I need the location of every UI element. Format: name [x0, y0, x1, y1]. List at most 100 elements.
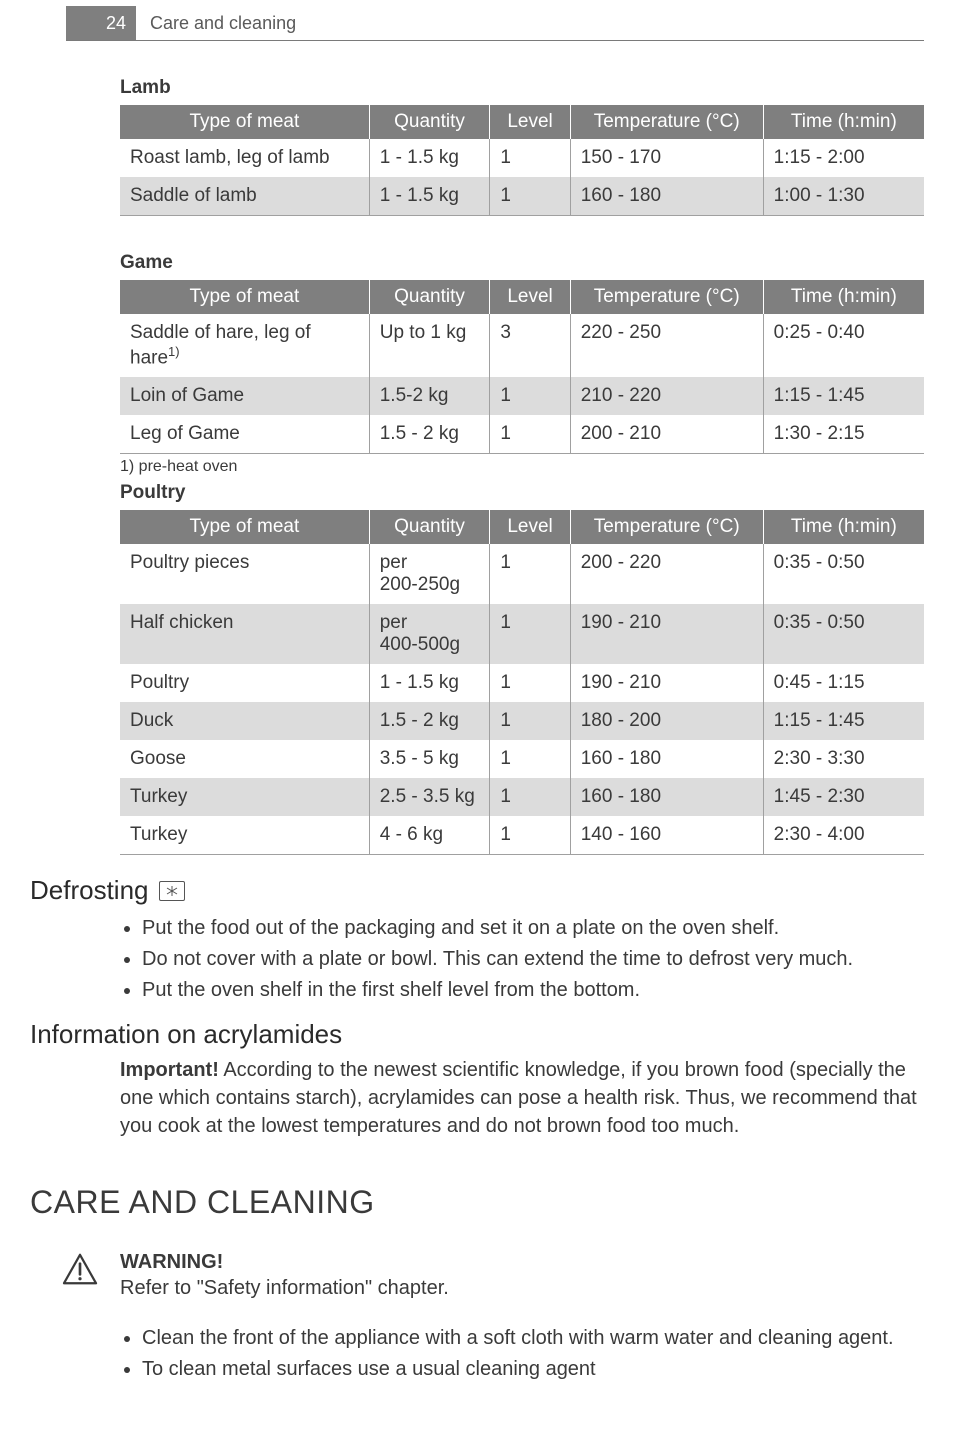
col-temp: Temperature (°C): [570, 280, 763, 314]
table-cell: Saddle of hare, leg of hare1): [120, 314, 369, 377]
defrosting-bullets: Put the food out of the packaging and se…: [142, 914, 924, 1005]
page-number: 24: [66, 6, 136, 40]
lamb-label: Lamb: [120, 77, 924, 99]
table-cell: 0:45 - 1:15: [763, 664, 924, 702]
table-cell: 190 - 210: [570, 604, 763, 664]
acrylamides-body: According to the newest scientific knowl…: [120, 1059, 917, 1137]
table-cell: Roast lamb, leg of lamb: [120, 139, 369, 177]
table-row: Duck1.5 - 2 kg1180 - 2001:15 - 1:45: [120, 702, 924, 740]
game-footnote: 1) pre-heat oven: [120, 458, 924, 476]
lamb-table: Type of meat Quantity Level Temperature …: [120, 105, 924, 216]
table-cell: Loin of Game: [120, 377, 369, 415]
table-row: Leg of Game1.5 - 2 kg1200 - 2101:30 - 2:…: [120, 415, 924, 454]
table-cell: 1:45 - 2:30: [763, 778, 924, 816]
table-cell: 1:15 - 1:45: [763, 702, 924, 740]
table-cell: 150 - 170: [570, 139, 763, 177]
table-cell: Goose: [120, 740, 369, 778]
col-qty: Quantity: [369, 510, 490, 544]
table-cell: 0:35 - 0:50: [763, 544, 924, 604]
care-heading: CARE AND CLEANING: [30, 1184, 924, 1221]
table-row: Saddle of hare, leg of hare1)Up to 1 kg3…: [120, 314, 924, 377]
table-cell: 3: [490, 314, 570, 377]
table-cell: 1:30 - 2:15: [763, 415, 924, 454]
page-header: 24 Care and cleaning: [0, 6, 954, 40]
table-cell: per400-500g: [369, 604, 490, 664]
table-cell: 1 - 1.5 kg: [369, 139, 490, 177]
table-cell: 2:30 - 3:30: [763, 740, 924, 778]
table-cell: 1: [490, 740, 570, 778]
table-cell: 2.5 - 3.5 kg: [369, 778, 490, 816]
table-cell: Half chicken: [120, 604, 369, 664]
col-lvl: Level: [490, 105, 570, 139]
list-item: Clean the front of the appliance with a …: [142, 1324, 924, 1353]
header-rule: [66, 40, 924, 41]
table-row: Loin of Game1.5-2 kg1210 - 2201:15 - 1:4…: [120, 377, 924, 415]
table-cell: Turkey: [120, 778, 369, 816]
table-row: Turkey4 - 6 kg1140 - 1602:30 - 4:00: [120, 816, 924, 855]
table-cell: 160 - 180: [570, 177, 763, 216]
table-cell: 1: [490, 415, 570, 454]
acrylamides-text: Important! According to the newest scien…: [120, 1056, 924, 1140]
defrosting-heading: Defrosting: [30, 875, 149, 906]
table-cell: Poultry pieces: [120, 544, 369, 604]
game-label: Game: [120, 252, 924, 274]
table-cell: 160 - 180: [570, 778, 763, 816]
list-item: Do not cover with a plate or bowl. This …: [142, 945, 924, 974]
col-type: Type of meat: [120, 105, 369, 139]
list-item: Put the food out of the packaging and se…: [142, 914, 924, 943]
table-cell: 4 - 6 kg: [369, 816, 490, 855]
col-qty: Quantity: [369, 105, 490, 139]
table-cell: 1: [490, 816, 570, 855]
table-cell: 0:25 - 0:40: [763, 314, 924, 377]
table-cell: 1: [490, 377, 570, 415]
table-cell: Duck: [120, 702, 369, 740]
table-cell: Up to 1 kg: [369, 314, 490, 377]
table-cell: 220 - 250: [570, 314, 763, 377]
table-cell: Turkey: [120, 816, 369, 855]
table-row: Poultry piecesper200-250g1200 - 2200:35 …: [120, 544, 924, 604]
table-cell: 1 - 1.5 kg: [369, 177, 490, 216]
table-row: Half chickenper400-500g1190 - 2100:35 - …: [120, 604, 924, 664]
table-cell: 160 - 180: [570, 740, 763, 778]
table-cell: Leg of Game: [120, 415, 369, 454]
table-cell: 1: [490, 778, 570, 816]
warning-label: WARNING!: [120, 1251, 924, 1274]
table-cell: 1:00 - 1:30: [763, 177, 924, 216]
defrost-icon: [159, 881, 185, 901]
table-cell: 200 - 220: [570, 544, 763, 604]
header-section-title: Care and cleaning: [150, 13, 296, 34]
table-cell: Poultry: [120, 664, 369, 702]
col-type: Type of meat: [120, 510, 369, 544]
table-cell: 1 - 1.5 kg: [369, 664, 490, 702]
poultry-label: Poultry: [120, 482, 924, 504]
col-lvl: Level: [490, 510, 570, 544]
col-time: Time (h:min): [763, 105, 924, 139]
col-time: Time (h:min): [763, 280, 924, 314]
col-type: Type of meat: [120, 280, 369, 314]
table-cell: 1:15 - 1:45: [763, 377, 924, 415]
table-cell: 1: [490, 139, 570, 177]
poultry-table: Type of meat Quantity Level Temperature …: [120, 510, 924, 855]
table-row: Roast lamb, leg of lamb1 - 1.5 kg1150 - …: [120, 139, 924, 177]
table-cell: 1.5 - 2 kg: [369, 702, 490, 740]
col-temp: Temperature (°C): [570, 105, 763, 139]
care-bullets: Clean the front of the appliance with a …: [142, 1324, 924, 1384]
col-temp: Temperature (°C): [570, 510, 763, 544]
col-lvl: Level: [490, 280, 570, 314]
warning-icon: [62, 1253, 98, 1290]
table-row: Goose3.5 - 5 kg1160 - 1802:30 - 3:30: [120, 740, 924, 778]
table-cell: 1: [490, 702, 570, 740]
table-row: Turkey2.5 - 3.5 kg1160 - 1801:45 - 2:30: [120, 778, 924, 816]
col-qty: Quantity: [369, 280, 490, 314]
table-cell: 2:30 - 4:00: [763, 816, 924, 855]
list-item: Put the oven shelf in the first shelf le…: [142, 976, 924, 1005]
table-cell: 1: [490, 604, 570, 664]
warning-text: Refer to "Safety information" chapter.: [120, 1274, 924, 1302]
table-cell: 3.5 - 5 kg: [369, 740, 490, 778]
table-cell: per200-250g: [369, 544, 490, 604]
table-cell: 200 - 210: [570, 415, 763, 454]
table-cell: 1:15 - 2:00: [763, 139, 924, 177]
table-cell: 180 - 200: [570, 702, 763, 740]
table-cell: 1: [490, 664, 570, 702]
table-cell: 1.5-2 kg: [369, 377, 490, 415]
